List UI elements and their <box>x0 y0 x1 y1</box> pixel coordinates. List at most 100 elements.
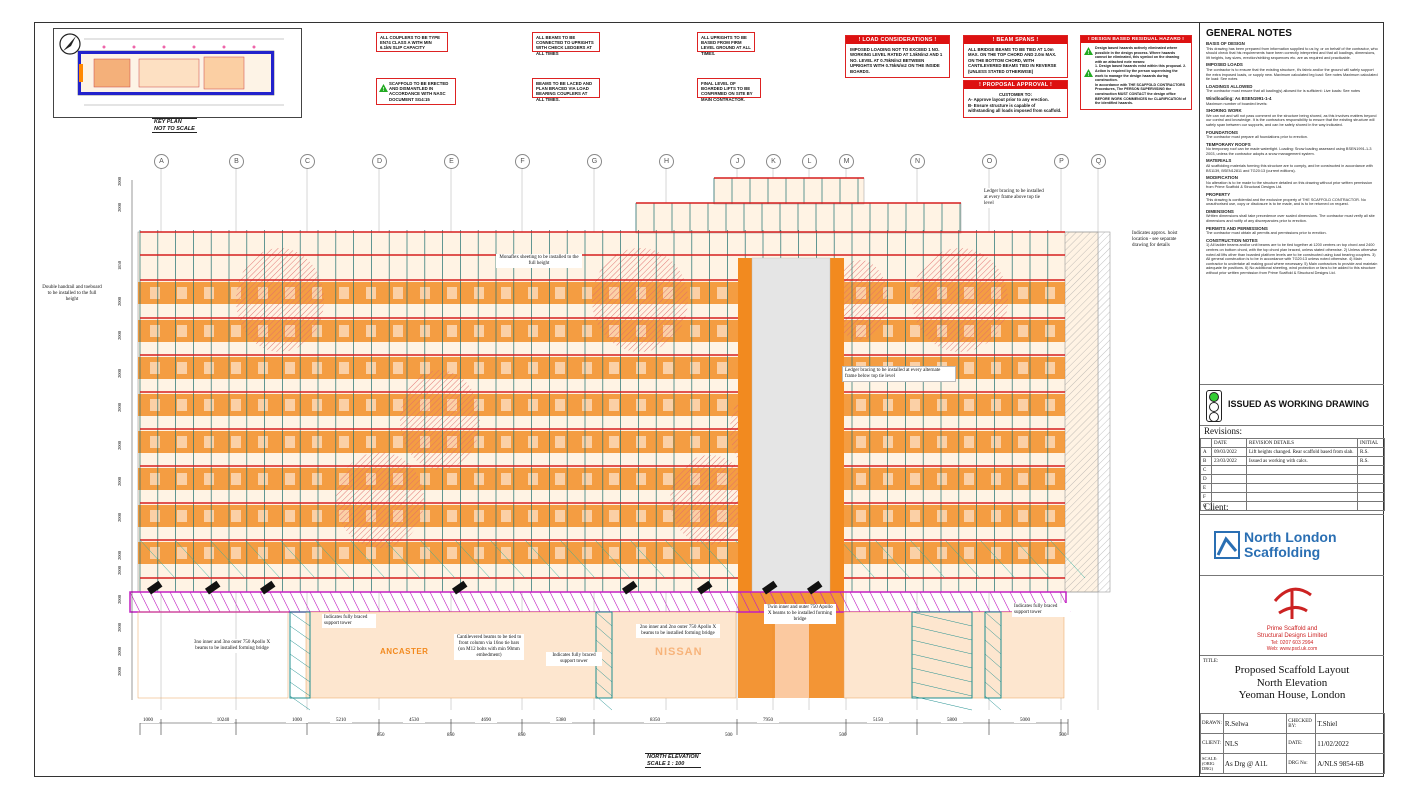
general-note-text: This drawing is confidential and the exc… <box>1206 197 1366 207</box>
beam-lacing <box>459 591 471 613</box>
load-considerations-text: IMPOSED LOADING NOT TO EXCEED 1 NO. WORK… <box>850 47 943 74</box>
general-note-heading: IMPOSED LOADS <box>1206 62 1243 68</box>
lift-height-value: 2000 <box>117 667 122 676</box>
beam-lacing <box>549 591 561 613</box>
window <box>991 473 1001 485</box>
beam-lacing <box>199 591 211 613</box>
window <box>910 436 920 448</box>
window <box>555 287 565 299</box>
note-final-level: FINAL LEVEL OF BOARDED LIFTS TO BE CONFI… <box>697 78 761 102</box>
window <box>856 547 866 559</box>
floor-band <box>844 542 1065 564</box>
hazard-text-2: 1. Design based hazards exist within thi… <box>1095 64 1187 83</box>
scaffold-brace <box>979 539 1016 579</box>
window <box>258 362 268 374</box>
window <box>555 362 565 374</box>
beam-lacing <box>479 591 491 613</box>
lift-height-value: 1850 <box>117 261 122 270</box>
window <box>964 436 974 448</box>
beam-lacing <box>229 591 241 613</box>
note-tower-left: Indicates fully braced support tower <box>322 614 376 628</box>
beam-lacing <box>389 591 401 613</box>
beam-lacing <box>469 591 481 613</box>
revision-cell <box>1357 465 1385 475</box>
grid-label: H <box>659 154 674 169</box>
scaffold-brace <box>174 539 211 579</box>
beam-lacing <box>939 591 951 613</box>
revision-cell <box>1246 492 1358 502</box>
general-note-heading: CONSTRUCTION NOTES <box>1206 237 1258 243</box>
sheeting-zone <box>400 370 480 470</box>
window <box>937 547 947 559</box>
tower-brace <box>289 681 311 697</box>
window <box>393 399 403 411</box>
window <box>883 547 893 559</box>
window <box>991 399 1001 411</box>
floor-band <box>844 468 1065 490</box>
general-notes: BASIS OF DESIGN This drawing has been pre… <box>1200 41 1384 276</box>
stair-core-glazing <box>751 257 831 593</box>
tower-brace <box>984 653 1002 669</box>
general-note: MODIFICATION No alteration is to be made … <box>1206 176 1378 190</box>
window <box>528 325 538 337</box>
window <box>856 436 866 448</box>
beam-lacing <box>379 591 391 613</box>
revision-cell <box>1211 492 1247 502</box>
scaffold-brace <box>944 539 981 579</box>
window <box>690 287 700 299</box>
window <box>312 510 322 522</box>
window <box>582 325 592 337</box>
beam-lacing <box>269 591 281 613</box>
window <box>937 510 947 522</box>
general-note: MATERIALS All scaffolding materials formi… <box>1206 159 1378 173</box>
window <box>609 547 619 559</box>
revision-header: REVISION DETAILS <box>1246 438 1358 448</box>
window <box>150 325 160 337</box>
window <box>717 362 727 374</box>
window <box>366 325 376 337</box>
beam-lacing <box>569 591 581 613</box>
scaffold-brace <box>209 539 246 579</box>
revision-row: E <box>1200 483 1385 493</box>
scale-label: SCALE: (ORIG DRG) <box>1200 753 1224 774</box>
tower-brace <box>595 611 613 627</box>
window <box>609 473 619 485</box>
designer-web: Web: www.psd.uk.com <box>1266 646 1318 652</box>
window <box>717 325 727 337</box>
dimension-value: 10240 <box>212 718 234 723</box>
beam-lacing <box>919 591 931 613</box>
revision-cell: C <box>1200 465 1212 475</box>
beam-spans-panel: ! BEAM SPANS ! ALL BRIDGE BEAMS TO BE TI… <box>963 35 1068 79</box>
beam-lacing <box>279 591 291 613</box>
entrance-door <box>775 620 809 698</box>
scaffold-brace <box>909 539 946 579</box>
sheeting-zone <box>670 455 750 545</box>
beam-lacing <box>589 591 601 613</box>
window <box>258 436 268 448</box>
beam-lacing <box>829 591 841 613</box>
window <box>339 362 349 374</box>
beam-tag <box>204 580 221 595</box>
scaffold-brace <box>559 539 596 579</box>
window <box>636 473 646 485</box>
scaffold-brace <box>664 539 701 579</box>
scaffold-brace <box>454 539 491 579</box>
beam-lacing <box>259 591 271 613</box>
window <box>312 547 322 559</box>
client-label: CLIENT: <box>1200 733 1224 754</box>
revision-row: G <box>1200 501 1385 511</box>
title-block: TITLE: Proposed Scaffold Layout North El… <box>1200 657 1385 775</box>
beam-lacing <box>429 591 441 613</box>
window <box>1018 547 1028 559</box>
window <box>937 399 947 411</box>
window <box>663 436 673 448</box>
lift-height-value: 2000 <box>117 513 122 522</box>
note-tower-mid: Indicates fully braced support tower <box>546 652 602 666</box>
revision-cell: D <box>1200 474 1212 484</box>
general-note-text: No temporary roof can be made watertight… <box>1206 147 1372 156</box>
proposal-approval-title: ! PROPOSAL APPROVAL ! <box>964 81 1067 89</box>
window <box>393 287 403 299</box>
window <box>474 547 484 559</box>
beam-tag <box>806 580 823 595</box>
window <box>474 436 484 448</box>
